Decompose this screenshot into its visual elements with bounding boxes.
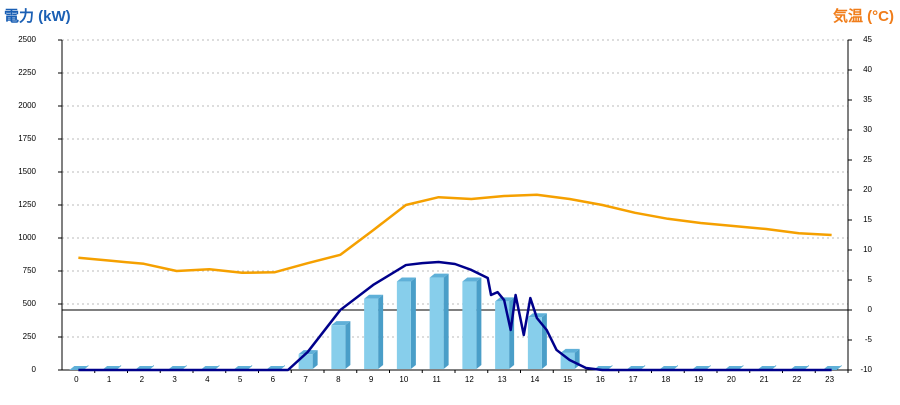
x-tick-label: 23 — [825, 375, 834, 384]
x-tick-label: 6 — [271, 375, 276, 384]
bar — [331, 325, 346, 369]
x-tick-label: 1 — [107, 375, 112, 384]
x-tick-label: 14 — [530, 375, 539, 384]
y-tick-label: 750 — [23, 266, 37, 275]
x-tick-label: 0 — [74, 375, 79, 384]
x-tick-label: 22 — [792, 375, 801, 384]
y2-tick-label: 0 — [868, 305, 873, 314]
y-tick-label: 500 — [23, 299, 37, 308]
y2-tick-label: 15 — [863, 215, 872, 224]
bar — [396, 281, 411, 369]
x-tick-label: 9 — [369, 375, 374, 384]
bar-side — [541, 313, 547, 369]
y2-tick-label: 10 — [863, 245, 872, 254]
x-tick-label: 2 — [140, 375, 145, 384]
x-tick-label: 18 — [661, 375, 670, 384]
bar — [462, 281, 477, 369]
x-tick-label: 10 — [399, 375, 408, 384]
y-tick-label: 1000 — [18, 233, 36, 242]
x-tick-label: 20 — [727, 375, 736, 384]
y2-tick-label: 5 — [868, 275, 873, 284]
line — [78, 193, 832, 275]
line — [78, 260, 832, 372]
x-tick-label: 3 — [172, 375, 177, 384]
x-tick-label: 8 — [336, 375, 341, 384]
bar-side — [410, 277, 416, 369]
y-tick-label: 0 — [32, 365, 37, 374]
y-tick-label: 2000 — [18, 101, 36, 110]
bar-side — [378, 294, 384, 369]
y2-tick-label: 30 — [863, 125, 872, 134]
bar — [298, 354, 313, 369]
bar-top — [560, 348, 580, 353]
y2-axis-title: 気温 (°C) — [833, 7, 894, 25]
y-tick-label: 1250 — [18, 200, 36, 209]
bar-side — [476, 277, 482, 369]
x-tick-label: 17 — [629, 375, 638, 384]
x-tick-label: 12 — [465, 375, 474, 384]
y2-tick-label: -10 — [860, 365, 872, 374]
y-axis-title: 電力 (kW) — [4, 7, 71, 25]
y2-tick-label: -5 — [865, 335, 873, 344]
bar-side — [443, 273, 449, 369]
x-tick-label: 5 — [238, 375, 243, 384]
bar-top — [364, 294, 384, 299]
y2-tick-label: 20 — [863, 185, 872, 194]
bar — [495, 301, 510, 369]
bar — [364, 298, 379, 369]
bar-top — [331, 321, 351, 326]
y2-tick-label: 40 — [863, 65, 872, 74]
bar-top — [396, 277, 416, 282]
bar-top — [527, 313, 547, 318]
x-tick-label: 7 — [303, 375, 308, 384]
y-tick-label: 1750 — [18, 134, 36, 143]
y-tick-label: 1500 — [18, 167, 36, 176]
bar-side — [345, 321, 351, 369]
y2-tick-label: 35 — [863, 95, 872, 104]
y-tick-label: 2500 — [18, 35, 36, 44]
x-tick-label: 16 — [596, 375, 605, 384]
x-tick-label: 19 — [694, 375, 703, 384]
bar-side — [312, 350, 318, 369]
bar — [527, 317, 542, 369]
x-tick-label: 15 — [563, 375, 572, 384]
bar-top — [429, 273, 449, 278]
bar-top — [462, 277, 482, 282]
y-tick-label: 2250 — [18, 68, 36, 77]
y2-tick-label: 25 — [863, 155, 872, 164]
x-tick-label: 11 — [432, 375, 441, 384]
y2-tick-label: 45 — [863, 35, 872, 44]
x-tick-label: 4 — [205, 375, 210, 384]
y-tick-label: 250 — [23, 332, 37, 341]
x-tick-label: 13 — [498, 375, 507, 384]
x-tick-label: 21 — [760, 375, 769, 384]
bar — [429, 277, 444, 369]
